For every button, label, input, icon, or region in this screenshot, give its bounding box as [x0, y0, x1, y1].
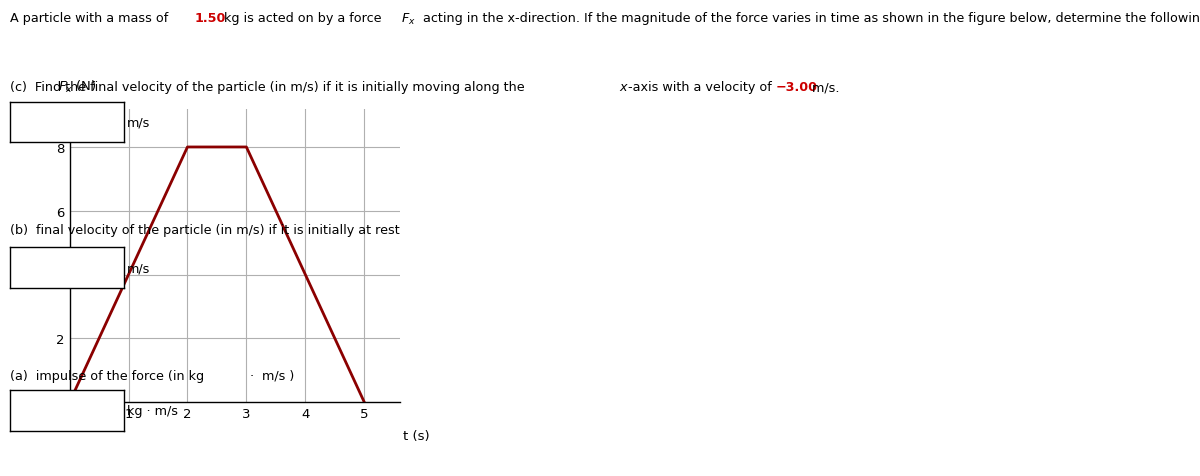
- Text: ·: ·: [250, 369, 253, 382]
- Text: (b)  final velocity of the particle (in m/s) if it is initially at rest: (b) final velocity of the particle (in m…: [10, 224, 400, 237]
- Text: (a)  impulse of the force (in kg: (a) impulse of the force (in kg: [10, 369, 204, 382]
- Text: -axis with a velocity of: -axis with a velocity of: [628, 81, 775, 94]
- Text: t (s): t (s): [402, 429, 430, 442]
- Text: m/s: m/s: [127, 261, 150, 275]
- Text: x: x: [619, 81, 626, 94]
- Text: kg · m/s: kg · m/s: [127, 404, 179, 417]
- Text: m/s: m/s: [127, 116, 150, 129]
- Text: acting in the x-direction. If the magnitude of the force varies in time as shown: acting in the x-direction. If the magnit…: [419, 12, 1200, 25]
- Text: A particle with a mass of: A particle with a mass of: [10, 12, 172, 25]
- Text: 1.50: 1.50: [194, 12, 226, 25]
- Text: m/s ): m/s ): [258, 369, 294, 382]
- Text: $\it{F}$$_x$ (N): $\it{F}$$_x$ (N): [58, 79, 96, 95]
- Text: (c)  Find the final velocity of the particle (in m/s) if it is initially moving : (c) Find the final velocity of the parti…: [10, 81, 528, 94]
- Text: −3.00: −3.00: [775, 81, 817, 94]
- Text: $F_x$: $F_x$: [401, 12, 415, 27]
- Text: kg is acted on by a force: kg is acted on by a force: [220, 12, 385, 25]
- Text: m/s.: m/s.: [808, 81, 839, 94]
